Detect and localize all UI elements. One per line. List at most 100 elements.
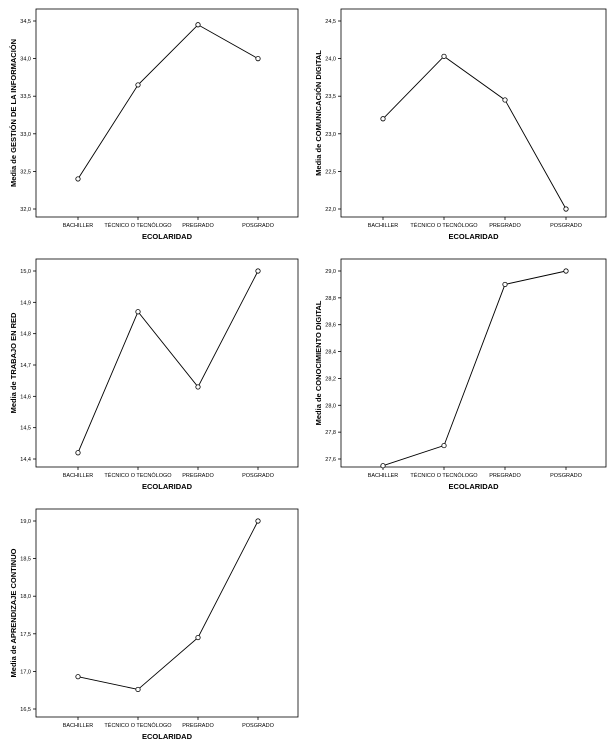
chart-svg: 32,0 32,5 33,0 33,5 34,0 34,5 BACHILLER TÉCNICO… xyxy=(9,8,299,241)
x-tick-label: BACHILLER xyxy=(63,473,94,479)
data-point xyxy=(135,82,141,88)
x-tick-label: PREGRADO xyxy=(489,473,521,479)
y-tick-label: 18,0 xyxy=(20,594,31,600)
x-tick-label: POSGRADO xyxy=(242,723,275,729)
x-tick-label: TÉCNICO O TECNÓLOGO xyxy=(104,722,172,729)
y-tick-label: 29,0 xyxy=(325,269,336,275)
x-tick-label: POSGRADO xyxy=(550,223,583,229)
data-point xyxy=(255,55,261,62)
y-axis-title: Media de COMUNICACIÓN DIGITAL xyxy=(314,50,323,176)
data-point xyxy=(441,442,447,449)
y-tick-label: 33,5 xyxy=(20,94,31,100)
plot-frame xyxy=(340,258,607,468)
series-line xyxy=(382,270,567,467)
y-tick-label: 24,5 xyxy=(325,19,336,25)
chart-conocimiento-digital: 27,6 27,8 28,0 28,2 28,4 28,6 28,8 29,0 BACHILLE… xyxy=(305,250,609,495)
x-tick-label: PREGRADO xyxy=(182,473,214,479)
y-axis-title: Media de APRENDIZAJE CONTINUO xyxy=(9,548,18,677)
y-tick-label: 32,0 xyxy=(20,207,31,213)
x-tick-label: TÉCNICO O TECNÓLOGO xyxy=(410,472,478,479)
y-tick-label: 22,0 xyxy=(325,207,336,213)
y-tick-label: 14,7 xyxy=(20,363,31,369)
data-point xyxy=(502,97,508,103)
x-tick-label: BACHILLER xyxy=(368,223,399,229)
data-point xyxy=(441,53,447,59)
x-tick-label: TÉCNICO O TECNÓLOGO xyxy=(410,222,478,229)
data-point xyxy=(502,281,508,288)
y-tick-label: 27,6 xyxy=(325,457,336,463)
data-point xyxy=(75,450,81,456)
y-tick-label: 23,5 xyxy=(325,94,336,100)
y-tick-label: 28,4 xyxy=(325,350,336,356)
chart-trabajo-en-red: 14,4 14,5 14,6 14,7 14,8 14,9 15,0 BACHILLER TÉC… xyxy=(0,250,300,495)
series-line xyxy=(382,55,567,210)
y-tick-label: 28,2 xyxy=(325,376,336,382)
y-tick-label: 32,5 xyxy=(20,169,31,175)
x-axis-title: ECOLARIDAD xyxy=(449,482,500,491)
y-axis-title: Media de CONOCIMIENTO DIGITAL xyxy=(314,300,323,425)
chart-aprendizaje-continuo: 16,5 17,0 17,5 18,0 18,5 19,0 BACHILLER TÉCNICO… xyxy=(0,500,300,747)
series-line xyxy=(77,270,259,453)
data-point xyxy=(255,268,261,274)
y-axis-title: Media de GESTIÓN DE LA INFORMACIÓN xyxy=(9,39,18,187)
y-tick-label: 34,0 xyxy=(20,57,31,63)
plot-frame xyxy=(35,8,299,218)
y-tick-label: 22,5 xyxy=(325,169,336,175)
y-tick-label: 27,8 xyxy=(325,430,336,436)
series-line xyxy=(77,520,259,690)
y-tick-label: 17,0 xyxy=(20,669,31,675)
x-axis-title: ECOLARIDAD xyxy=(142,482,193,491)
series-line xyxy=(77,24,259,180)
data-point xyxy=(380,116,386,122)
x-tick-label: BACHILLER xyxy=(63,223,94,229)
y-tick-label: 18,5 xyxy=(20,557,31,563)
chart-svg: 16,5 17,0 17,5 18,0 18,5 19,0 BACHILLER TÉCNICO… xyxy=(9,508,299,741)
chart-gestion-informacion: 32,0 32,5 33,0 33,5 34,0 34,5 BACHILLER TÉCNICO… xyxy=(0,0,300,245)
y-tick-label: 23,0 xyxy=(325,132,336,138)
x-axis-title: ECOLARIDAD xyxy=(142,232,193,241)
data-point xyxy=(75,674,81,680)
x-tick-label: POSGRADO xyxy=(242,473,275,479)
data-point xyxy=(75,176,81,182)
x-tick-label: PREGRADO xyxy=(489,223,521,229)
y-tick-label: 15,0 xyxy=(20,269,31,275)
x-tick-label: TÉCNICO O TECNÓLOGO xyxy=(104,222,172,229)
data-point xyxy=(563,206,569,212)
data-point xyxy=(135,686,141,693)
y-tick-label: 17,5 xyxy=(20,632,31,638)
y-tick-label: 33,0 xyxy=(20,132,31,138)
x-tick-label: POSGRADO xyxy=(550,473,583,479)
plot-frame xyxy=(35,508,299,718)
y-tick-label: 28,0 xyxy=(325,403,336,409)
data-point xyxy=(380,463,386,469)
x-tick-label: POSGRADO xyxy=(242,223,275,229)
y-tick-label: 24,0 xyxy=(325,57,336,63)
x-tick-label: PREGRADO xyxy=(182,723,214,729)
plot-frame xyxy=(340,8,607,218)
y-tick-label: 14,6 xyxy=(20,394,31,400)
y-tick-label: 14,4 xyxy=(20,457,31,463)
chart-comunicacion-digital: 22,0 22,5 23,0 23,5 24,0 24,5 BACHILLER TÉCNICO… xyxy=(305,0,609,245)
chart-svg: 14,4 14,5 14,6 14,7 14,8 14,9 15,0 BACHILLER TÉC… xyxy=(9,258,299,491)
y-axis-title: Media de TRABAJO EN RED xyxy=(9,312,18,413)
data-point xyxy=(563,268,569,274)
x-axis-title: ECOLARIDAD xyxy=(449,232,500,241)
y-tick-label: 14,9 xyxy=(20,300,31,306)
y-tick-label: 19,0 xyxy=(20,519,31,525)
x-tick-label: PREGRADO xyxy=(182,223,214,229)
x-axis-title: ECOLARIDAD xyxy=(142,732,193,741)
x-tick-label: TÉCNICO O TECNÓLOGO xyxy=(104,472,172,479)
data-point xyxy=(195,634,201,641)
y-tick-label: 28,8 xyxy=(325,296,336,302)
x-tick-label: BACHILLER xyxy=(368,473,399,479)
data-point xyxy=(135,309,141,315)
data-point xyxy=(255,518,261,524)
plot-frame xyxy=(35,258,299,468)
chart-svg: 27,6 27,8 28,0 28,2 28,4 28,6 28,8 29,0 BACHILLE… xyxy=(314,258,607,491)
y-tick-label: 16,5 xyxy=(20,707,31,713)
data-point xyxy=(195,22,201,28)
chart-svg: 22,0 22,5 23,0 23,5 24,0 24,5 BACHILLER TÉCNICO… xyxy=(314,8,607,241)
y-tick-label: 14,8 xyxy=(20,332,31,338)
x-tick-label: BACHILLER xyxy=(63,723,94,729)
y-tick-label: 14,5 xyxy=(20,426,31,432)
